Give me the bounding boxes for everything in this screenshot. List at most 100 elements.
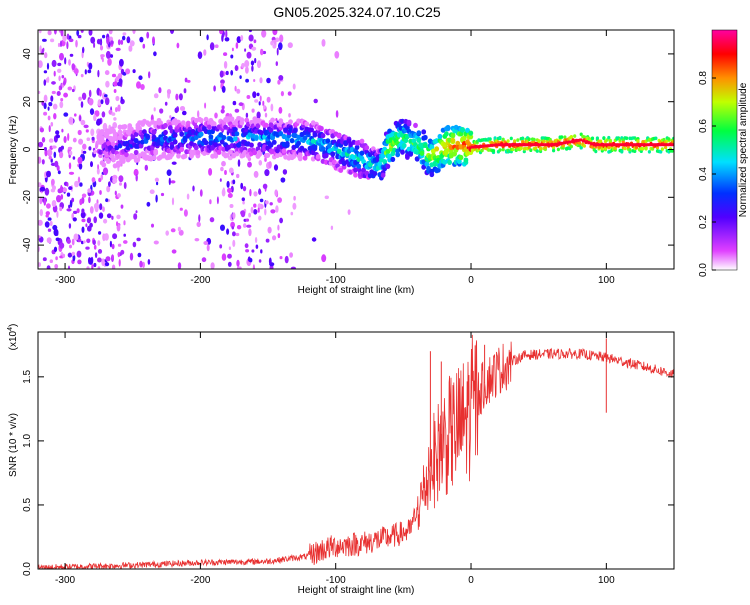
spectrogram-ridge-mark — [315, 154, 321, 160]
spectrogram-ridge-mark — [424, 161, 430, 167]
spectrogram-ridge-mark — [534, 146, 538, 150]
spectrogram-noise-mark — [61, 128, 64, 133]
spectrogram-noise-mark — [85, 246, 90, 250]
spectrogram-noise-mark — [74, 180, 79, 188]
spectrogram-noise-mark — [109, 54, 114, 58]
spectrogram-noise-mark — [321, 254, 327, 263]
spectrogram-noise-mark — [220, 79, 225, 84]
colorbar-tick-label: 0.2 — [698, 215, 709, 229]
spectrogram-noise-mark — [77, 129, 82, 136]
spectrogram-noise-mark — [97, 69, 100, 78]
spectrogram-noise-mark — [120, 163, 123, 167]
spectrogram-noise-mark — [77, 259, 82, 265]
spectrogram-noise-mark — [133, 213, 138, 220]
spectrogram-ridge-mark — [516, 138, 520, 142]
spectrogram-noise-mark — [155, 194, 158, 203]
spectrogram-ridge-mark — [133, 149, 139, 156]
spectrogram-noise-mark — [111, 112, 116, 116]
spectrogram-noise-mark — [73, 68, 79, 75]
spectrogram-ridge-mark — [320, 133, 326, 139]
spectrogram-noise-mark — [234, 65, 239, 71]
spectrogram-noise-mark — [257, 207, 260, 213]
spectrogram-peak-mark — [628, 143, 631, 147]
spectrogram-noise-mark — [263, 105, 266, 110]
spectrogram-noise-mark — [90, 161, 93, 168]
spectrogram-noise-mark — [51, 145, 57, 149]
spectrogram-ridge-mark — [163, 129, 168, 136]
spectrogram-noise-mark — [88, 62, 93, 70]
spectrogram-ridge-mark — [361, 159, 366, 165]
spectrogram-noise-mark — [81, 193, 87, 198]
spectrogram-noise-mark — [102, 34, 106, 39]
spectrogram-noise-mark — [44, 149, 48, 157]
spectrogram-noise-mark — [87, 69, 92, 74]
spectrogram-noise-mark — [261, 30, 267, 38]
spectrogram-noise-mark — [279, 217, 283, 224]
spectrogram-peak-mark — [500, 143, 504, 147]
spectrogram-noise-mark — [38, 262, 41, 267]
spectrogram-peak-mark — [527, 143, 531, 147]
spectrogram-noise-mark — [62, 34, 67, 42]
spectrogram-ridge-mark — [281, 148, 287, 154]
spectrogram-noise-mark — [93, 114, 97, 122]
spectrogram-ridge-mark — [573, 134, 577, 138]
spectrogram-ridge-mark — [364, 145, 370, 151]
spectrogram-ridge-mark — [521, 140, 525, 144]
spectrogram-peak-mark — [625, 143, 629, 147]
spectrogram-noise-mark — [156, 181, 159, 186]
spectrogram-noise-mark — [169, 115, 172, 119]
spectrogram-noise-mark — [68, 38, 74, 43]
spectrogram-noise-mark — [275, 61, 278, 66]
spectrogram-peak-mark — [546, 143, 550, 147]
spectrogram-noise-mark — [60, 30, 64, 37]
spectrogram-noise-mark — [47, 115, 51, 121]
spectrogram-noise-mark — [153, 240, 159, 245]
spectrogram-ridge-mark — [380, 172, 386, 178]
spectrogram-peak-mark — [560, 141, 564, 145]
spectrogram-noise-mark — [256, 111, 261, 119]
colorbar-ticks: 0.0 0.2 0.4 0.6 0.8 — [698, 71, 716, 277]
spectrogram-ridge-mark — [590, 136, 595, 141]
spectrogram-ridge-mark — [613, 146, 617, 150]
spectrogram-noise-mark — [174, 107, 179, 114]
spectrogram-noise-mark — [245, 249, 250, 253]
spectrogram-noise-mark — [81, 208, 85, 214]
spectrogram-peak-mark — [619, 143, 623, 147]
spectrogram-noise-mark — [67, 133, 70, 141]
spectrogram-noise-mark — [330, 225, 334, 230]
spectrogram-noise-mark — [38, 90, 41, 94]
spectrogram-noise-mark — [66, 182, 69, 187]
spectrogram-noise-mark — [129, 252, 134, 261]
spectrogram-noise-mark — [234, 108, 240, 113]
spectrogram-noise-mark — [197, 51, 203, 59]
colorbar-tick-label: 0.4 — [698, 167, 709, 181]
spectrogram-peak-mark — [533, 143, 537, 147]
spectrogram-noise-mark — [139, 260, 143, 268]
spectrogram-noise-mark — [66, 33, 70, 40]
spectrogram-noise-mark — [171, 249, 177, 254]
spectrogram-noise-mark — [44, 221, 50, 228]
spectrogram-noise-mark — [39, 45, 42, 53]
spectrogram-noise-mark — [60, 98, 64, 102]
spectrogram-ridge-mark — [390, 156, 396, 162]
spectrogram-ridge-mark — [353, 172, 358, 178]
spectrogram-peak-mark — [584, 140, 588, 144]
spectrogram-noise-mark — [140, 84, 145, 90]
spectrogram-ridge-mark — [117, 129, 123, 135]
spectrogram-noise-mark — [245, 66, 249, 74]
spectrogram-noise-mark — [260, 48, 264, 56]
spectrogram-noise-mark — [230, 54, 234, 59]
spectrogram-noise-mark — [47, 217, 52, 221]
spectrogram-noise-mark — [227, 193, 233, 198]
spectrogram-noise-mark — [238, 102, 244, 107]
spectrogram-peak-mark — [614, 143, 618, 147]
spectrogram-noise-mark — [92, 239, 96, 246]
snr-x-tick-label: 100 — [598, 575, 615, 586]
spectrogram-ridge-mark — [252, 150, 258, 156]
spectrogram-noise-mark — [311, 237, 317, 242]
spectrogram-ridge-mark — [426, 165, 431, 172]
spectrogram-noise-mark — [78, 138, 84, 145]
spectrogram-noise-mark — [132, 30, 136, 34]
spectrogram-noise-mark — [104, 70, 110, 76]
spectrogram-noise-mark — [293, 195, 296, 201]
